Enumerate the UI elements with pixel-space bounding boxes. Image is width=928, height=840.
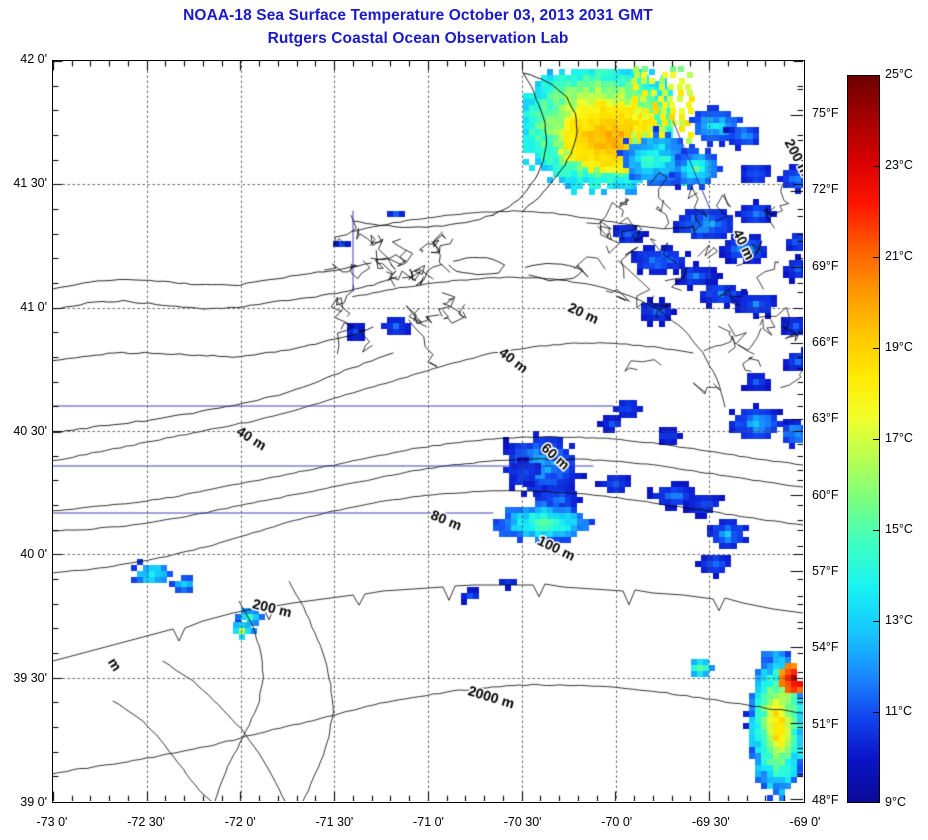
colorbar: 25°C 23°C 21°C 19°C 17°C 15°C 13°C 11°C 9°C bbox=[847, 67, 913, 809]
colorbar-tick bbox=[873, 530, 880, 531]
colorbar-tick bbox=[873, 439, 880, 440]
page-subtitle: Rutgers Coastal Ocean Observation Lab bbox=[267, 30, 569, 47]
colorbar-label: 11°C bbox=[885, 704, 913, 718]
fahrenheit-tick-label: 51°F bbox=[812, 716, 839, 731]
longitude-tick-label: -71 0' bbox=[413, 815, 444, 829]
longitude-tick-label: -72 0' bbox=[224, 815, 256, 829]
colorbar-label: 9°C bbox=[885, 795, 906, 809]
colorbar-tick bbox=[873, 621, 880, 622]
longitude-tick-label: -73 0' bbox=[36, 815, 68, 829]
fahrenheit-tick-label: 69°F bbox=[812, 258, 839, 273]
longitude-tick-label: -69 30' bbox=[691, 815, 730, 829]
longitude-tick-label: -72 30' bbox=[127, 815, 166, 829]
latitude-tick-label: 42 0' bbox=[20, 52, 47, 66]
latitude-tick-label: 40 0' bbox=[20, 547, 47, 562]
fahrenheit-tick-label: 54°F bbox=[812, 640, 839, 655]
latitude-tick-label: 41 30' bbox=[13, 175, 47, 190]
colorbar-label: 15°C bbox=[885, 522, 913, 536]
fahrenheit-tick-label: 48°F bbox=[812, 793, 839, 807]
longitude-tick-label: -71 30' bbox=[315, 815, 354, 829]
fahrenheit-tick-label: 72°F bbox=[812, 182, 839, 197]
fahrenheit-tick-label: 75°F bbox=[812, 105, 839, 120]
colorbar-tick bbox=[873, 712, 880, 713]
colorbar-label: 21°C bbox=[885, 249, 913, 263]
page-title: NOAA-18 Sea Surface Temperature October … bbox=[183, 7, 653, 24]
fahrenheit-tick-label: 66°F bbox=[812, 334, 839, 349]
latitude-tick-label: 39 30' bbox=[13, 671, 47, 686]
colorbar-label: 25°C bbox=[885, 67, 913, 81]
sst-raster bbox=[53, 61, 803, 801]
map-plot-area[interactable] bbox=[52, 60, 805, 803]
longitude-tick-label: -69 0' bbox=[789, 815, 821, 829]
longitude-tick-label: -70 30' bbox=[503, 815, 542, 829]
colorbar-label: 23°C bbox=[885, 158, 913, 172]
fahrenheit-tick-label: 60°F bbox=[812, 487, 839, 502]
fahrenheit-tick-label: 57°F bbox=[812, 563, 839, 578]
colorbar-tick bbox=[873, 166, 880, 167]
colorbar-tick bbox=[873, 348, 880, 349]
colorbar-label: 17°C bbox=[885, 431, 913, 445]
colorbar-tick bbox=[873, 257, 880, 258]
colorbar-label: 19°C bbox=[885, 340, 913, 354]
colorbar-label: 13°C bbox=[885, 613, 913, 627]
latitude-tick-label: 41 0' bbox=[20, 299, 47, 314]
title-block: NOAA-18 Sea Surface Temperature October … bbox=[0, 4, 836, 50]
fahrenheit-tick-label: 63°F bbox=[812, 411, 839, 426]
latitude-tick-label: 39 0' bbox=[20, 795, 47, 809]
longitude-tick-label: -70 0' bbox=[601, 815, 633, 829]
latitude-tick-label: 40 30' bbox=[13, 423, 47, 438]
